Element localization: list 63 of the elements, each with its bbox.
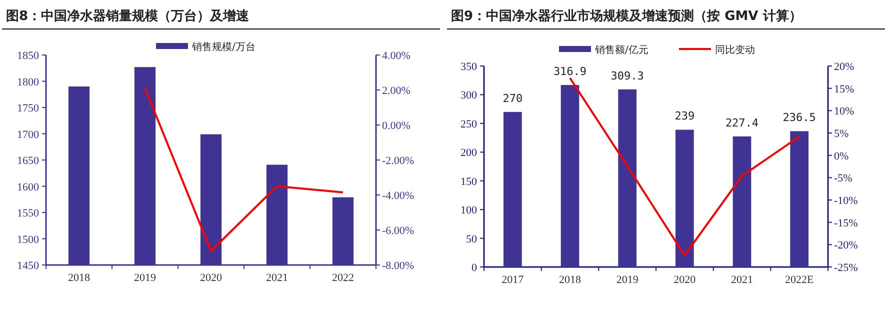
data-label: 316.9	[553, 65, 587, 78]
bar	[675, 130, 694, 267]
data-label: 227.4	[725, 116, 759, 130]
y2-tick-label: -5%	[834, 172, 852, 185]
x-tick-label: 2022	[332, 272, 354, 284]
y-tick-label: 1650	[17, 155, 40, 167]
y-tick-label: 1450	[17, 260, 40, 272]
y2-tick-label: -25%	[834, 262, 858, 274]
y2-tick-label: -8.00%	[382, 260, 414, 272]
x-tick-label: 2017	[502, 274, 524, 286]
legend-label: 销售规模/万台	[191, 41, 256, 53]
x-tick-label: 2022E	[784, 274, 814, 286]
legend-label: 销售额/亿元	[594, 44, 648, 56]
chart-title: 图8：中国净水器销量规模（万台）及增速	[6, 8, 250, 24]
y2-tick-label: -20%	[834, 240, 858, 252]
y-tick-label: 200	[460, 147, 478, 160]
data-label: 239	[674, 110, 695, 123]
y-tick-label: 1500	[17, 234, 40, 246]
data-label: 270	[502, 92, 523, 105]
y-tick-label: 1550	[17, 208, 40, 220]
y2-tick-label: -10%	[834, 195, 858, 207]
data-label: 236.5	[782, 111, 816, 124]
x-tick-label: 2020	[674, 274, 696, 286]
x-tick-label: 2019	[616, 274, 639, 286]
x-tick-label: 2020	[200, 272, 222, 284]
legend-label: 同比变动	[715, 44, 755, 56]
y-tick-label: 1850	[17, 50, 40, 62]
bar	[503, 112, 522, 267]
x-tick-label: 2018	[68, 272, 90, 284]
y-tick-label: 150	[460, 176, 478, 188]
bar	[560, 85, 580, 267]
y2-tick-label: 20%	[834, 61, 854, 73]
y-tick-label: 1700	[17, 128, 40, 141]
x-tick-label: 2021	[731, 274, 753, 286]
x-tick-label: 2019	[134, 272, 156, 284]
y2-tick-label: 5%	[834, 128, 849, 140]
y2-tick-label: 15%	[834, 83, 854, 96]
y-tick-label: 350	[460, 61, 478, 73]
chart-title: 图9：中国净水器行业市场规模及增速预测（按 GMV 计算）	[451, 8, 802, 24]
y-tick-label: 250	[460, 118, 478, 130]
bar	[790, 131, 809, 267]
bar	[618, 89, 637, 267]
y-tick-label: 0	[472, 262, 478, 274]
y2-tick-label: 4.00%	[382, 50, 410, 62]
bar	[732, 136, 752, 267]
y2-tick-label: 2.00%	[382, 85, 410, 97]
y-tick-label: 100	[460, 204, 478, 217]
y-tick-label: 1600	[17, 181, 40, 194]
y-tick-label: 300	[460, 90, 478, 102]
y2-tick-label: -2.00%	[382, 155, 414, 167]
y2-tick-label: -6.00%	[382, 225, 414, 237]
y2-tick-label: -4.00%	[382, 190, 414, 202]
y2-tick-label: -15%	[834, 217, 858, 230]
y-tick-label: 1750	[17, 102, 40, 114]
y2-tick-label: 10%	[834, 106, 854, 118]
x-tick-label: 2018	[559, 274, 582, 286]
y-tick-label: 50	[466, 233, 478, 246]
data-label: 309.3	[610, 69, 644, 82]
y-tick-label: 1800	[17, 76, 40, 88]
x-tick-label: 2021	[266, 272, 288, 284]
y2-tick-label: 0%	[834, 150, 849, 162]
line-series	[144, 87, 344, 252]
y2-tick-label: 0.00%	[382, 120, 410, 132]
